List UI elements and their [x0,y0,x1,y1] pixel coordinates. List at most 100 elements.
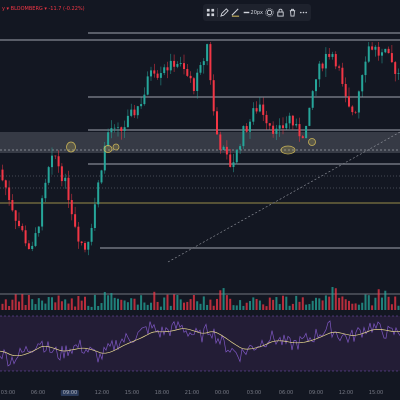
bull-candle [374,46,377,50]
marker-circle[interactable] [112,143,120,151]
price-chart[interactable] [0,0,400,388]
lock-icon[interactable] [276,7,285,19]
volume-bar [354,303,357,310]
bear-candle [18,220,20,226]
bull-candle [206,44,209,62]
volume-bar [67,303,70,310]
marker-circle[interactable] [66,141,76,153]
bear-candle [219,134,222,150]
bull-candle [93,204,96,229]
volume-bar [192,295,195,310]
bear-candle [133,109,136,116]
bull-candle [278,125,281,129]
volume-bar [51,297,53,310]
bull-candle [150,70,152,77]
bull-candle [34,233,37,246]
time-axis[interactable]: 03:00 06:00 09:00 12:00 15:00 18:00 21:00 00:00… [0,388,400,400]
volume-bar [196,301,199,310]
bull-candle [41,198,44,227]
marker-circle[interactable] [280,145,296,155]
bull-candle [318,63,321,80]
bull-candle [384,48,387,53]
volume-bar [11,299,14,310]
time-axis-label: 03:00 [246,390,262,396]
bull-candle [126,115,129,128]
volume-bar [14,294,17,310]
volume-bar [249,301,251,310]
volume-bar [278,304,281,310]
volume-bar [384,290,387,310]
bull-candle [37,226,40,234]
volume-bar [150,302,152,310]
bull-candle [113,127,116,129]
volume-bar [8,306,11,310]
bull-candle [288,115,291,124]
bear-candle [166,67,169,71]
volume-bar [140,295,143,310]
bull-candle [308,107,311,126]
volume-bar [87,305,90,310]
bear-candle [1,169,4,181]
volume-bar [235,305,238,310]
line-color-icon[interactable] [231,7,240,19]
bear-candle [183,63,185,70]
trash-icon[interactable] [288,7,297,19]
volume-bar [136,304,139,310]
supply-zone[interactable] [0,132,400,153]
bear-candle [216,111,218,135]
bear-candle [394,62,397,74]
volume-bar [24,305,27,310]
volume-bar [54,302,57,310]
bear-candle [387,48,390,54]
volume-bar [321,300,324,310]
more-icon[interactable] [299,7,308,19]
bear-candle [291,115,294,126]
volume-bar [74,306,77,310]
volume-bar [117,298,119,310]
volume-bar [229,298,232,310]
bear-candle [334,54,337,67]
bull-candle [235,149,238,163]
trend-line[interactable] [167,131,400,263]
bull-candle [176,64,179,67]
bull-candle [202,61,205,66]
volume-bar [268,297,271,310]
marker-circle[interactable] [103,145,113,153]
settings-icon[interactable] [265,7,274,19]
volume-bar [275,297,278,310]
time-axis-label: 15:00 [124,390,140,396]
oscillator-pane[interactable] [0,316,400,371]
volume-bar [381,297,383,310]
bull-candle [275,128,278,134]
bear-candle [192,78,195,92]
bear-candle [371,46,374,50]
line-width-button[interactable]: 20px [243,7,264,19]
volume-bar [291,303,294,310]
bull-candle [285,123,288,129]
volume-bar [31,299,34,310]
bear-candle [8,187,11,201]
marker-circle[interactable] [308,138,316,146]
volume-bar [305,304,308,310]
volume-bar [199,303,202,310]
bull-candle [249,121,251,132]
bear-candle [54,155,57,157]
grid-icon[interactable] [206,7,215,19]
bull-candle [64,177,67,182]
line-width-label: 20px [250,9,264,16]
volume-bar [225,295,228,310]
bear-candle [282,125,284,129]
volume-bar [341,296,344,310]
volume-bar [123,300,126,310]
bull-candle [357,91,360,113]
volume-bar [364,294,367,310]
ticker-legend[interactable]: y ▾ BLOOMBERG ▾ -11.7 (-0.22%) [2,6,85,12]
volume-bar [80,300,83,310]
volume-bar [282,295,284,310]
pencil-icon[interactable] [220,7,229,19]
bear-candle [390,53,393,63]
chart-header: y ▾ BLOOMBERG ▾ -11.7 (-0.22%) 20px [0,0,400,30]
bull-candle [44,182,47,199]
volume-bar [126,302,129,310]
bull-candle [232,162,235,167]
